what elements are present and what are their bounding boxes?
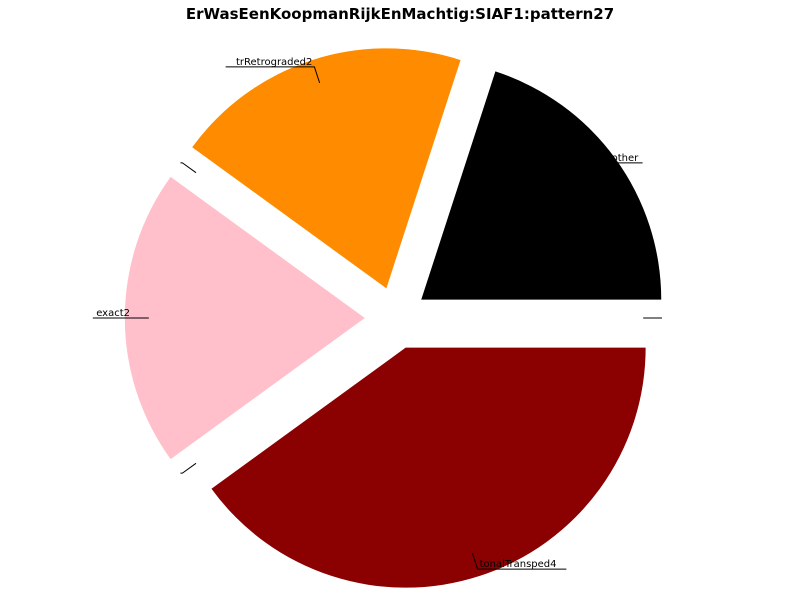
slice-label-tonaltransped4: tonalTransped4 xyxy=(480,559,557,570)
leader-line-trretrograded2 xyxy=(225,66,321,84)
pie-slice-other xyxy=(421,71,662,300)
leader-line-other xyxy=(595,162,643,174)
leader-line-tonaltransped4 xyxy=(471,552,567,570)
pie-slice-tonaltransped4 xyxy=(211,347,646,588)
pie-labels: other trRetrograded2 exact2 tonalTransped4 xyxy=(92,57,662,570)
slice-label-exact2: exact2 xyxy=(96,308,130,319)
pie-slices xyxy=(124,48,662,588)
leader-line-unlabeled xyxy=(180,462,197,474)
slice-label-other: other xyxy=(612,153,640,164)
pie-slice-exact2 xyxy=(124,176,365,460)
chart-title: ErWasEenKoopmanRijkEnMachtig:SIAF1:patte… xyxy=(186,5,614,23)
slice-label-trretrograded2: trRetrograded2 xyxy=(236,57,312,68)
leader-line-unlabeled xyxy=(180,162,197,174)
pie-slice-trretrograded2 xyxy=(192,48,461,289)
